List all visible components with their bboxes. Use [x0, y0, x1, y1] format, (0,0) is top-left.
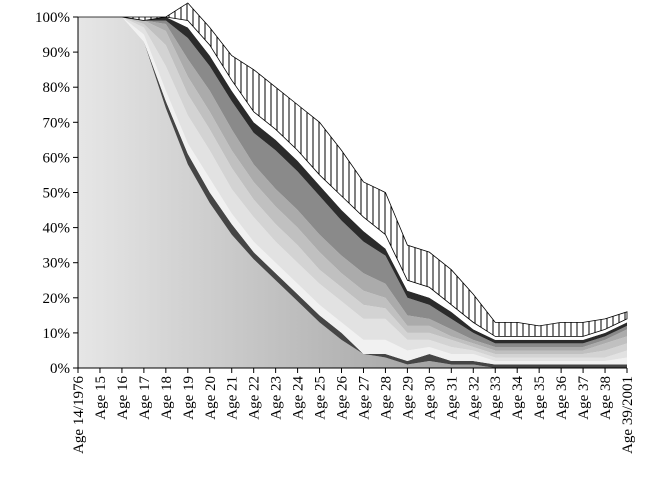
x-tick-label: Age 21 — [225, 376, 241, 420]
y-tick-label: 70% — [43, 115, 71, 131]
area-series-group — [78, 2, 628, 368]
area-series-6 — [78, 17, 627, 354]
x-tick-label: Age 34 — [510, 376, 526, 420]
y-tick-label: 40% — [43, 221, 71, 237]
x-tick-label: Age 24 — [291, 376, 307, 420]
x-tick-label: Age 16 — [115, 376, 131, 420]
x-tick-label: Age 33 — [488, 376, 504, 420]
y-tick-label: 80% — [43, 80, 71, 96]
x-tick-label: Age 31 — [444, 376, 460, 420]
x-tick-label: Age 32 — [466, 376, 482, 420]
x-tick-label: Age 28 — [378, 376, 394, 420]
x-tick-label: Age 26 — [335, 376, 351, 420]
x-tick-label: Age 38 — [598, 376, 614, 420]
y-tick-label: 10% — [43, 326, 71, 342]
y-tick-label: 0% — [50, 361, 70, 377]
y-axis-ticks: 0% 10% 20% 30% 40% 50% 60% 70% 80% 90% 100% — [35, 10, 78, 377]
x-tick-label: Age 17 — [137, 376, 153, 420]
area-series-11 — [78, 2, 628, 337]
x-tick-label: Age 23 — [269, 376, 285, 420]
x-tick-label: Age 30 — [422, 376, 438, 420]
y-tick-label: 90% — [43, 45, 71, 61]
y-tick-label: 30% — [43, 256, 71, 272]
x-axis-ticks: Age 14/1976 Age 15 Age 16 Age 17 Age 18 Age 1… — [71, 368, 636, 454]
x-tick-label: Age 19 — [181, 376, 197, 420]
area-series-8 — [78, 17, 627, 347]
y-tick-label: 20% — [43, 291, 71, 307]
x-tick-label: Age 35 — [532, 376, 548, 420]
area-series-1 — [78, 17, 627, 368]
x-tick-label: Age 37 — [576, 376, 592, 420]
x-tick-label: Age 36 — [554, 376, 570, 420]
x-tick-label: Age 39/2001 — [620, 376, 636, 454]
y-tick-label: 100% — [35, 10, 70, 26]
x-tick-label: Age 18 — [159, 376, 175, 420]
x-tick-label: Age 22 — [247, 376, 263, 420]
x-tick-label: Age 15 — [93, 376, 109, 420]
y-tick-label: 60% — [43, 150, 71, 166]
x-tick-label: Age 20 — [203, 376, 219, 420]
x-tick-label: Age 14/1976 — [71, 376, 87, 454]
x-tick-label: Age 29 — [400, 376, 416, 420]
y-tick-label: 50% — [43, 186, 71, 202]
x-tick-label: Age 25 — [313, 376, 329, 420]
x-tick-label: Age 27 — [356, 376, 372, 420]
